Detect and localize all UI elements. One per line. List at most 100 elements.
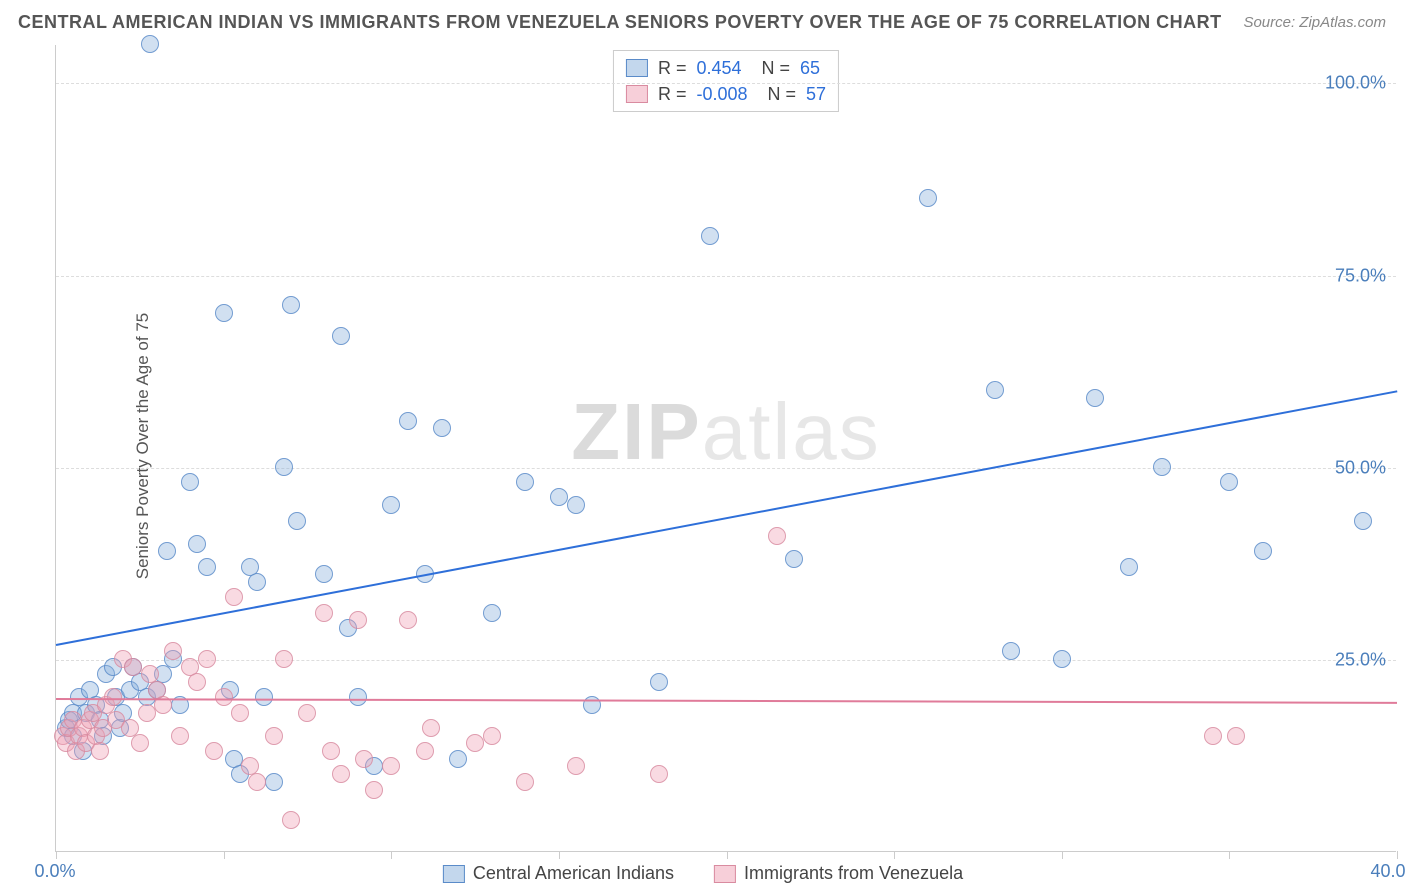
data-point [255, 688, 273, 706]
data-point [1354, 512, 1372, 530]
data-point [315, 604, 333, 622]
trend-line [56, 391, 1397, 647]
data-point [1254, 542, 1272, 560]
data-point [1227, 727, 1245, 745]
data-point [701, 227, 719, 245]
data-point [567, 757, 585, 775]
y-tick-label: 75.0% [1335, 265, 1386, 286]
data-point [349, 688, 367, 706]
legend-item-2: Immigrants from Venezuela [714, 863, 963, 884]
y-tick-label: 50.0% [1335, 457, 1386, 478]
gridline [56, 660, 1396, 661]
data-point [1053, 650, 1071, 668]
gridline [56, 83, 1396, 84]
data-point [282, 296, 300, 314]
data-point [1086, 389, 1104, 407]
data-point [382, 496, 400, 514]
data-point [124, 658, 142, 676]
data-point [422, 719, 440, 737]
correlation-legend: R = 0.454 N = 65 R = -0.008 N = 57 [613, 50, 839, 112]
data-point [483, 727, 501, 745]
data-point [322, 742, 340, 760]
data-point [298, 704, 316, 722]
chart-title: CENTRAL AMERICAN INDIAN VS IMMIGRANTS FR… [18, 12, 1222, 33]
data-point [198, 650, 216, 668]
data-point [198, 558, 216, 576]
data-point [399, 611, 417, 629]
data-point [248, 773, 266, 791]
y-tick-label: 25.0% [1335, 649, 1386, 670]
data-point [416, 742, 434, 760]
data-point [91, 742, 109, 760]
x-tick-label: 0.0% [34, 861, 75, 882]
data-point [141, 35, 159, 53]
data-point [248, 573, 266, 591]
data-point [188, 535, 206, 553]
data-point [1204, 727, 1222, 745]
data-point [550, 488, 568, 506]
x-tick [56, 851, 57, 859]
data-point [215, 688, 233, 706]
series-legend: Central American Indians Immigrants from… [443, 863, 963, 884]
data-point [188, 673, 206, 691]
gridline [56, 276, 1396, 277]
legend-item-1: Central American Indians [443, 863, 674, 884]
data-point [131, 734, 149, 752]
data-point [332, 765, 350, 783]
x-tick [559, 851, 560, 859]
swatch-pink-icon [626, 85, 648, 103]
data-point [483, 604, 501, 622]
data-point [919, 189, 937, 207]
data-point [785, 550, 803, 568]
gridline [56, 468, 1396, 469]
data-point [382, 757, 400, 775]
x-tick [391, 851, 392, 859]
data-point [332, 327, 350, 345]
swatch-blue-icon [626, 59, 648, 77]
x-tick [727, 851, 728, 859]
data-point [516, 473, 534, 491]
data-point [768, 527, 786, 545]
data-point [181, 473, 199, 491]
data-point [225, 588, 243, 606]
data-point [1002, 642, 1020, 660]
data-point [650, 673, 668, 691]
data-point [1153, 458, 1171, 476]
y-tick-label: 100.0% [1325, 73, 1386, 94]
data-point [516, 773, 534, 791]
data-point [449, 750, 467, 768]
data-point [650, 765, 668, 783]
data-point [164, 642, 182, 660]
x-tick [1397, 851, 1398, 859]
data-point [1120, 558, 1138, 576]
x-tick [1229, 851, 1230, 859]
x-tick [894, 851, 895, 859]
x-tick [1062, 851, 1063, 859]
data-point [265, 727, 283, 745]
data-point [231, 704, 249, 722]
plot-area: ZIPatlas R = 0.454 N = 65 R = -0.008 N =… [55, 45, 1396, 852]
data-point [365, 781, 383, 799]
legend-row-1: R = 0.454 N = 65 [626, 55, 826, 81]
data-point [215, 304, 233, 322]
data-point [158, 542, 176, 560]
data-point [567, 496, 585, 514]
data-point [355, 750, 373, 768]
data-point [986, 381, 1004, 399]
data-point [466, 734, 484, 752]
data-point [1220, 473, 1238, 491]
data-point [205, 742, 223, 760]
data-point [349, 611, 367, 629]
swatch-pink-icon [714, 865, 736, 883]
x-tick-label: 40.0% [1370, 861, 1406, 882]
data-point [171, 727, 189, 745]
data-point [275, 458, 293, 476]
data-point [275, 650, 293, 668]
data-point [399, 412, 417, 430]
data-point [315, 565, 333, 583]
data-point [265, 773, 283, 791]
data-point [138, 704, 156, 722]
x-tick [224, 851, 225, 859]
data-point [282, 811, 300, 829]
data-point [433, 419, 451, 437]
